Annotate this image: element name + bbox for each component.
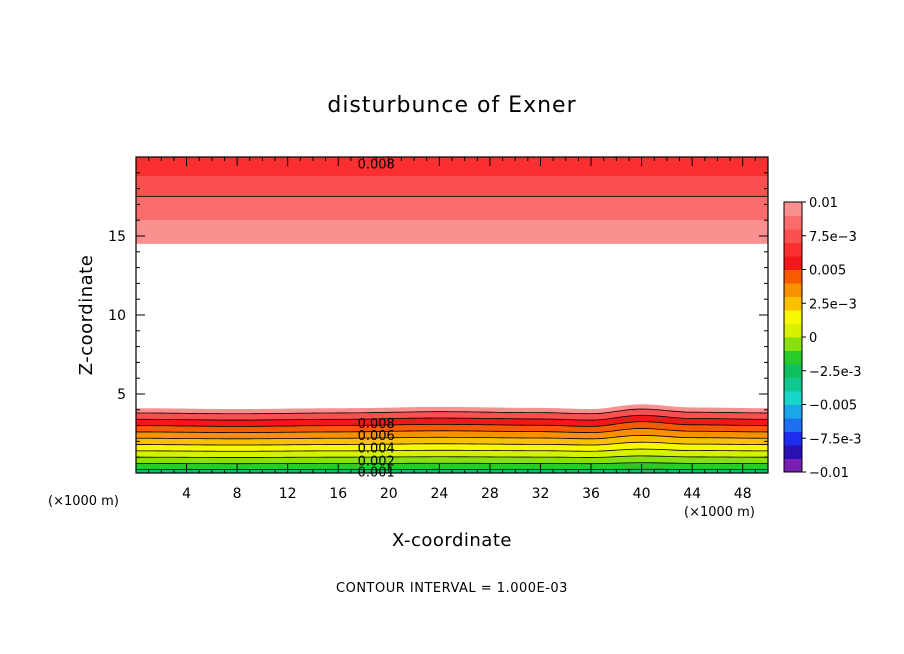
y-unit-label: (×1000 m): [48, 494, 119, 509]
x-unit-label: (×1000 m): [684, 505, 755, 520]
colorbar-segment: [784, 364, 802, 378]
x-tick-label: 20: [380, 486, 398, 502]
y-tick-label: 15: [108, 229, 126, 245]
colorbar-label: 0: [809, 331, 817, 346]
colorbar-segment: [784, 296, 802, 311]
colorbar-label: −0.005: [809, 399, 857, 414]
contour-label: 0.002: [358, 454, 395, 469]
contour-bands: [136, 157, 768, 473]
contour-line: [136, 462, 768, 465]
colorbar-segment: [784, 350, 802, 365]
x-axis-label: X-coordinate: [392, 530, 512, 551]
colorbar-segment: [784, 391, 802, 405]
x-tick-label: 4: [182, 486, 191, 502]
contour-band-lower: [136, 455, 768, 464]
x-tick-label: 32: [532, 486, 550, 502]
contour-line: [135, 421, 769, 427]
colorbar-label: −7.5e-3: [809, 432, 862, 447]
colorbar-segment: [784, 323, 802, 338]
colorbar-label: 7.5e−3: [809, 230, 857, 245]
contour-line: [135, 428, 769, 434]
contour-band-upper: [136, 220, 768, 244]
x-tick-label: 48: [734, 486, 752, 502]
colorbar-segment: [784, 269, 802, 284]
colorbar-segment: [784, 242, 802, 257]
x-tick-label: 28: [481, 486, 499, 502]
colorbar-label: 0.005: [809, 264, 846, 279]
colorbar-segment: [784, 445, 802, 459]
colorbar-label: −2.5e-3: [809, 365, 862, 380]
contour-band-lower: [136, 409, 768, 421]
colorbar-labels: 0.01 7.5e−3 0.005 2.5e−3 0 −2.5e-3 −0.005 −7.5e…: [809, 196, 862, 481]
y-tick-labels: 5 10 15: [108, 229, 126, 403]
contour-band-lower: [136, 462, 768, 470]
colorbar-segment: [784, 377, 802, 392]
colorbar-segment: [784, 404, 802, 419]
contour-label: 0.004: [358, 442, 395, 457]
contour-band-upper: [136, 175, 768, 197]
colorbar-segment: [784, 256, 802, 270]
colorbar-segment: [784, 418, 802, 432]
x-tick-label: 24: [430, 486, 448, 502]
contour-line: [136, 455, 768, 458]
colorbar-segment: [784, 283, 802, 297]
contour-band-lower: [136, 404, 768, 414]
contour-band-upper: [136, 157, 768, 176]
contour-line: [136, 441, 769, 446]
colorbar: [783, 201, 806, 473]
contour-line: [135, 408, 769, 415]
x-tick-labels: 4 8 12 16 20 24 28 32 36 40 44 48: [182, 486, 752, 502]
contour-line: [136, 448, 769, 452]
colorbar-segment: [784, 431, 802, 446]
colorbar-segment: [784, 229, 802, 243]
x-tick-label: 44: [683, 486, 701, 502]
x-tick-label: 12: [279, 486, 297, 502]
contour-line: [135, 414, 769, 421]
contour-band-lower: [136, 415, 768, 427]
contour-interval-note: CONTOUR INTERVAL = 1.000E-03: [336, 581, 568, 596]
colorbar-label: 0.01: [809, 196, 838, 211]
colorbar-segment: [784, 458, 802, 473]
chart-title: disturbunce of Exner: [327, 93, 576, 118]
x-tick-label: 8: [233, 486, 242, 502]
contour-line: [135, 434, 769, 440]
y-tick-label: 10: [108, 308, 126, 324]
y-tick-label: 5: [117, 387, 126, 403]
contour-label: 0.008: [358, 417, 395, 432]
x-tick-label: 36: [582, 486, 600, 502]
colorbar-label: −0.01: [809, 466, 849, 481]
contour-band-upper: [136, 196, 768, 221]
contour-band-lower: [136, 428, 768, 439]
x-tick-label: 40: [633, 486, 651, 502]
colorbar-segment: [784, 215, 802, 230]
x-tick-label: 16: [329, 486, 347, 502]
contour-band-lower: [136, 421, 768, 433]
axis-ticks: [136, 157, 768, 473]
colorbar-segment: [784, 337, 802, 351]
colorbar-label: 2.5e−3: [809, 297, 857, 312]
contour-label: 0.008: [358, 157, 395, 172]
y-axis-label: Z-coordinate: [76, 255, 97, 376]
contour-label: 0.006: [358, 429, 395, 444]
colorbar-segment: [784, 310, 802, 324]
colorbar-segment: [784, 202, 802, 216]
